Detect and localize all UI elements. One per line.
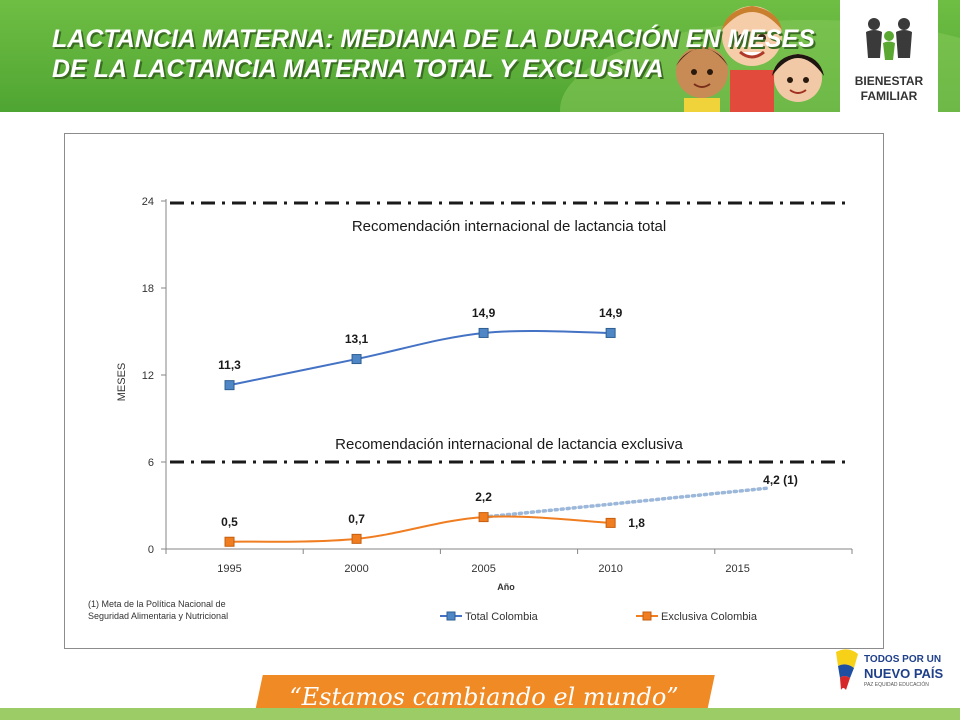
todos-por-un-nuevo-pais-logo: TODOS POR UN NUEVO PAÍS PAZ EQUIDAD EDUC… <box>832 646 950 694</box>
x-axis-title: Año <box>497 582 515 592</box>
logo-text-line2: FAMILIAR <box>860 89 918 103</box>
data-label: 0,5 <box>221 515 238 529</box>
data-label: 13,1 <box>345 332 369 346</box>
data-label: 14,9 <box>472 306 496 320</box>
header-banner: BIENESTAR FAMILIAR LACTANCIA MATERNA: ME… <box>0 0 960 112</box>
colombia-flag-emblem-icon <box>836 649 858 690</box>
children-illustration <box>676 6 824 112</box>
title-line-2: DE LA LACTANCIA MATERNA TOTAL Y EXCLUSIV… <box>52 55 664 83</box>
data-label: 1,8 <box>628 516 645 530</box>
footnote-line-1: (1) Meta de la Política Nacional de <box>88 599 226 609</box>
title-line-1: LACTANCIA MATERNA: MEDIANA DE LA DURACIÓ… <box>52 25 815 53</box>
y-axis-title: MESES <box>116 363 128 402</box>
x-tick-label: 2005 <box>471 563 495 575</box>
data-point <box>605 517 616 528</box>
bottom-strip <box>0 708 960 720</box>
logo-text-line1: BIENESTAR <box>854 74 924 88</box>
x-tick-label: 2015 <box>725 563 749 575</box>
data-label: 14,9 <box>599 306 623 320</box>
brand-line-2: NUEVO PAÍS <box>864 666 944 681</box>
bienestar-familiar-logo: BIENESTAR FAMILIAR <box>840 0 938 112</box>
legend-label: Exclusiva Colombia <box>661 611 758 623</box>
legend-marker <box>642 611 652 621</box>
y-tick-label: 12 <box>142 370 154 382</box>
chart-frame <box>64 133 884 649</box>
data-point <box>224 536 235 547</box>
series-line <box>229 329 611 387</box>
legend-label: Total Colombia <box>465 611 539 623</box>
data-point <box>351 354 362 365</box>
target-value-label: 4,2 (1) <box>763 473 798 487</box>
y-tick-label: 0 <box>148 544 154 556</box>
data-point <box>351 533 362 544</box>
x-tick-label: 2000 <box>344 563 368 575</box>
reference-line-label: Recomendación internacional de lactancia… <box>352 218 666 235</box>
target-projection-line <box>481 486 770 519</box>
legend-marker <box>446 611 456 621</box>
x-tick-label: 2010 <box>598 563 622 575</box>
data-label: 2,2 <box>475 490 492 504</box>
data-point <box>478 512 489 523</box>
footnote: (1) Meta de la Política Nacional de Segu… <box>88 598 228 622</box>
brand-line-3: PAZ EQUIDAD EDUCACIÓN <box>864 682 929 688</box>
series-line <box>229 515 611 543</box>
y-tick-label: 24 <box>142 196 154 208</box>
x-tick-label: 1995 <box>217 563 241 575</box>
y-tick-label: 18 <box>142 283 154 295</box>
data-point <box>478 327 489 338</box>
data-point <box>224 380 235 391</box>
reference-line-label: Recomendación internacional de lactancia… <box>335 436 683 453</box>
data-label: 0,7 <box>348 512 365 526</box>
y-tick-label: 6 <box>148 457 154 469</box>
family-figures-icon <box>866 18 912 60</box>
data-point <box>605 327 616 338</box>
data-label: 11,3 <box>218 358 241 372</box>
brand-line-1: TODOS POR UN <box>864 654 942 665</box>
slogan-text: “Estamos cambiando el mundo” <box>289 683 679 711</box>
footnote-line-2: Seguridad Alimentaria y Nutricional <box>88 611 229 621</box>
page-title: LACTANCIA MATERNA: MEDIANA DE LA DURACIÓ… <box>52 24 815 84</box>
